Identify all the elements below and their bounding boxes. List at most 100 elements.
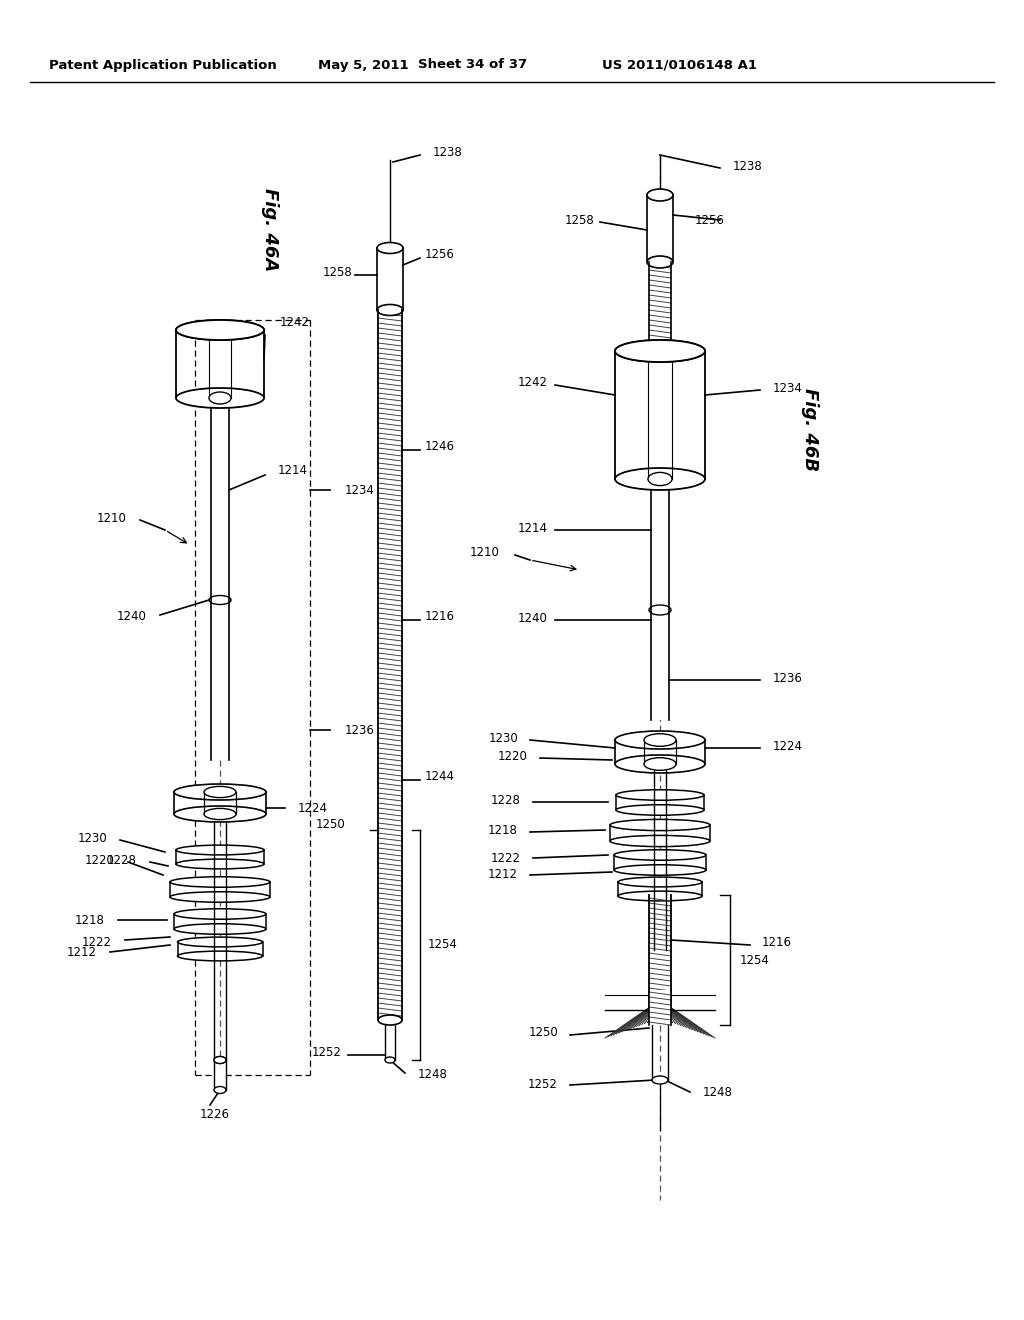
- Ellipse shape: [644, 758, 676, 771]
- Ellipse shape: [176, 859, 264, 869]
- Ellipse shape: [177, 937, 262, 946]
- Ellipse shape: [615, 755, 705, 774]
- Bar: [177, 942, 262, 956]
- Ellipse shape: [610, 836, 710, 846]
- Text: 1228: 1228: [492, 793, 521, 807]
- Text: 1234: 1234: [773, 381, 803, 395]
- Bar: [616, 795, 705, 810]
- Text: 1214: 1214: [278, 463, 308, 477]
- Text: 1226: 1226: [200, 1109, 230, 1122]
- Text: 1234: 1234: [345, 483, 375, 496]
- Bar: [618, 882, 702, 896]
- Ellipse shape: [647, 189, 673, 201]
- Ellipse shape: [616, 789, 705, 800]
- Bar: [377, 248, 403, 310]
- Ellipse shape: [204, 787, 236, 797]
- Text: 1256: 1256: [695, 214, 725, 227]
- Text: 1214: 1214: [518, 521, 548, 535]
- Text: 1242: 1242: [280, 317, 310, 330]
- Ellipse shape: [614, 850, 706, 861]
- Ellipse shape: [614, 865, 706, 875]
- Bar: [214, 1060, 226, 1090]
- Text: 1210: 1210: [470, 545, 500, 558]
- Bar: [176, 850, 264, 865]
- Text: 1258: 1258: [564, 214, 594, 227]
- Bar: [649, 261, 671, 341]
- Text: 1236: 1236: [773, 672, 803, 685]
- Bar: [649, 990, 671, 1026]
- Ellipse shape: [647, 256, 673, 268]
- Ellipse shape: [648, 473, 672, 486]
- Bar: [174, 913, 266, 929]
- Text: 1210: 1210: [97, 511, 127, 524]
- Ellipse shape: [177, 952, 262, 961]
- Bar: [651, 479, 669, 719]
- Text: 1224: 1224: [298, 801, 328, 814]
- Text: 1218: 1218: [75, 913, 105, 927]
- Ellipse shape: [615, 341, 705, 362]
- Ellipse shape: [170, 876, 270, 887]
- Text: May 5, 2011: May 5, 2011: [317, 58, 409, 71]
- Text: US 2011/0106148 A1: US 2011/0106148 A1: [602, 58, 758, 71]
- Text: Fig. 46A: Fig. 46A: [261, 189, 279, 272]
- Ellipse shape: [610, 820, 710, 830]
- Ellipse shape: [214, 1086, 226, 1093]
- Ellipse shape: [214, 1056, 226, 1064]
- Text: 1222: 1222: [490, 851, 521, 865]
- Ellipse shape: [174, 807, 266, 822]
- Bar: [649, 895, 671, 1010]
- Text: Fig. 46B: Fig. 46B: [801, 388, 819, 471]
- Text: 1236: 1236: [345, 723, 375, 737]
- Text: 1252: 1252: [312, 1045, 342, 1059]
- Text: 1248: 1248: [703, 1085, 733, 1098]
- Bar: [610, 825, 710, 841]
- Ellipse shape: [652, 1076, 668, 1084]
- Text: 1258: 1258: [323, 265, 352, 279]
- Ellipse shape: [209, 392, 231, 404]
- Ellipse shape: [176, 845, 264, 855]
- Ellipse shape: [618, 876, 702, 887]
- Ellipse shape: [176, 388, 264, 408]
- Text: 1216: 1216: [425, 610, 455, 623]
- Ellipse shape: [648, 345, 672, 358]
- Ellipse shape: [209, 323, 231, 337]
- Text: 1212: 1212: [67, 945, 97, 958]
- Ellipse shape: [174, 924, 266, 935]
- Bar: [647, 195, 673, 261]
- Ellipse shape: [170, 892, 270, 903]
- Text: Patent Application Publication: Patent Application Publication: [49, 58, 276, 71]
- Ellipse shape: [377, 243, 403, 253]
- Text: 1242: 1242: [518, 376, 548, 389]
- Text: 1252: 1252: [528, 1078, 558, 1092]
- Text: 1240: 1240: [518, 611, 548, 624]
- Text: 1238: 1238: [733, 160, 763, 173]
- Text: 1212: 1212: [488, 869, 518, 882]
- Text: 1230: 1230: [488, 731, 518, 744]
- Ellipse shape: [618, 891, 702, 902]
- Bar: [174, 792, 266, 814]
- Ellipse shape: [214, 1056, 226, 1064]
- Bar: [211, 399, 229, 760]
- Bar: [176, 319, 264, 408]
- Ellipse shape: [204, 808, 236, 820]
- Text: 1248: 1248: [418, 1068, 447, 1081]
- Bar: [170, 882, 270, 898]
- Text: 1250: 1250: [315, 818, 345, 832]
- Text: 1254: 1254: [428, 939, 458, 952]
- Bar: [615, 741, 705, 764]
- Ellipse shape: [176, 319, 264, 341]
- Text: 1220: 1220: [498, 751, 528, 763]
- Ellipse shape: [176, 319, 264, 341]
- Text: 1228: 1228: [108, 854, 137, 866]
- Text: 1238: 1238: [433, 147, 463, 160]
- Ellipse shape: [174, 908, 266, 919]
- Ellipse shape: [378, 1015, 402, 1026]
- Text: 1254: 1254: [740, 953, 770, 966]
- Bar: [615, 341, 705, 490]
- Text: 1246: 1246: [425, 441, 455, 454]
- Ellipse shape: [385, 1057, 395, 1063]
- Ellipse shape: [615, 341, 705, 362]
- Text: 1240: 1240: [117, 610, 147, 623]
- Bar: [614, 855, 706, 870]
- Ellipse shape: [377, 305, 403, 315]
